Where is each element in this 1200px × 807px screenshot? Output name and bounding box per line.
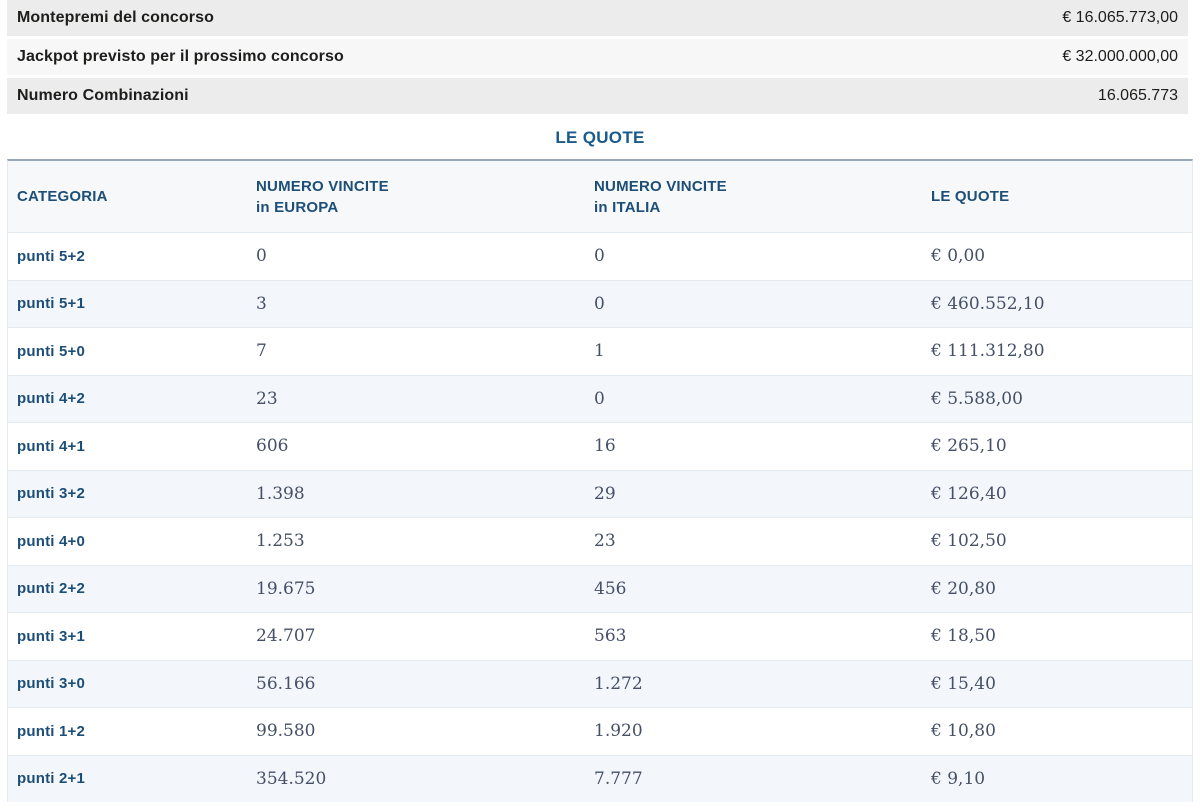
quota-cell: € 0,00 [931,246,986,267]
table-row: punti 2+1 354.520 7.777 € 9,10 [8,754,1192,802]
vincite-europa-cell: 23 [256,388,278,409]
table-header-row: CATEGORIA NUMERO VINCITE in EUROPA NUMER… [8,161,1192,232]
header-vincite-europa-line1: NUMERO VINCITE [256,177,389,195]
quota-cell: € 111.312,80 [931,341,1045,362]
quota-cell: € 18,50 [931,626,996,647]
vincite-italia-cell: 23 [594,531,616,552]
categoria-cell: punti 2+2 [17,580,86,598]
vincite-europa-cell: 19.675 [256,578,316,599]
vincite-europa-cell: 0 [256,246,267,267]
categoria-cell: punti 4+2 [17,390,86,408]
vincite-europa-cell: 606 [256,436,289,457]
vincite-italia-cell: 7.777 [594,768,643,789]
vincite-italia-cell: 16 [594,436,616,457]
vincite-italia-cell: 29 [594,483,616,504]
header-vincite-europa-line2: in EUROPA [256,198,339,216]
vincite-italia-cell: 1.272 [594,673,643,694]
vincite-europa-cell: 7 [256,341,267,362]
summary-row-combinazioni: Numero Combinazioni 16.065.773 [7,78,1188,114]
quota-cell: € 15,40 [931,673,996,694]
categoria-cell: punti 5+2 [17,247,86,265]
header-vincite-italia-line2: in ITALIA [594,198,661,216]
quotes-title: LE QUOTE [555,128,645,147]
vincite-europa-cell: 3 [256,293,267,314]
vincite-italia-cell: 563 [594,626,627,647]
categoria-cell: punti 5+0 [17,342,86,360]
contest-summary-section: Montepremi del concorso € 16.065.773,00 … [7,0,1188,114]
vincite-italia-cell: 0 [594,246,605,267]
quota-cell: € 20,80 [931,578,996,599]
header-vincite-europa: NUMERO VINCITE in EUROPA [256,176,594,218]
table-row: punti 3+0 56.166 1.272 € 15,40 [8,659,1192,707]
vincite-europa-cell: 1.398 [256,483,305,504]
vincite-europa-cell: 99.580 [256,721,316,742]
header-vincite-italia: NUMERO VINCITE in ITALIA [594,176,931,218]
quota-cell: € 102,50 [931,531,1007,552]
table-row: punti 2+2 19.675 456 € 20,80 [8,564,1192,612]
quota-cell: € 265,10 [931,436,1007,457]
combinazioni-value: 16.065.773 [1097,87,1178,104]
header-vincite-italia-line1: NUMERO VINCITE [594,177,727,195]
vincite-europa-cell: 24.707 [256,626,316,647]
categoria-cell: punti 4+1 [17,437,86,455]
quota-cell: € 9,10 [931,768,986,789]
quota-cell: € 460.552,10 [931,293,1045,314]
header-le-quote: LE QUOTE [931,188,1010,205]
vincite-italia-cell: 1.920 [594,721,643,742]
summary-row-jackpot: Jackpot previsto per il prossimo concors… [7,39,1188,75]
vincite-italia-cell: 0 [594,388,605,409]
summary-row-montepremi: Montepremi del concorso € 16.065.773,00 [7,0,1188,36]
table-row: punti 5+1 3 0 € 460.552,10 [8,279,1192,327]
combinazioni-label: Numero Combinazioni [17,87,189,104]
vincite-europa-cell: 56.166 [256,673,316,694]
montepremi-label: Montepremi del concorso [17,9,214,26]
vincite-italia-cell: 1 [594,341,605,362]
vincite-italia-cell: 456 [594,578,627,599]
quotes-table: CATEGORIA NUMERO VINCITE in EUROPA NUMER… [7,159,1193,802]
table-row: punti 3+1 24.707 563 € 18,50 [8,612,1192,660]
categoria-cell: punti 5+1 [17,295,86,313]
table-row: punti 4+2 23 0 € 5.588,00 [8,374,1192,422]
table-row: punti 4+0 1.253 23 € 102,50 [8,517,1192,565]
table-row: punti 5+2 0 0 € 0,00 [8,232,1192,280]
categoria-cell: punti 3+1 [17,627,86,645]
table-row: punti 4+1 606 16 € 265,10 [8,422,1192,470]
quota-cell: € 5.588,00 [931,388,1023,409]
montepremi-value: € 16.065.773,00 [1062,9,1178,26]
quotes-title-bar: LE QUOTE [0,117,1200,159]
table-row: punti 3+2 1.398 29 € 126,40 [8,469,1192,517]
table-row: punti 1+2 99.580 1.920 € 10,80 [8,707,1192,755]
jackpot-label: Jackpot previsto per il prossimo concors… [17,48,344,65]
categoria-cell: punti 3+0 [17,675,86,693]
table-row: punti 5+0 7 1 € 111.312,80 [8,327,1192,375]
vincite-europa-cell: 1.253 [256,531,305,552]
categoria-cell: punti 2+1 [17,770,86,788]
categoria-cell: punti 3+2 [17,485,86,503]
vincite-europa-cell: 354.520 [256,768,327,789]
categoria-cell: punti 1+2 [17,722,86,740]
jackpot-value: € 32.000.000,00 [1062,48,1178,65]
quota-cell: € 10,80 [931,721,996,742]
categoria-cell: punti 4+0 [17,532,86,550]
vincite-italia-cell: 0 [594,293,605,314]
header-categoria: CATEGORIA [17,188,108,205]
quota-cell: € 126,40 [931,483,1007,504]
